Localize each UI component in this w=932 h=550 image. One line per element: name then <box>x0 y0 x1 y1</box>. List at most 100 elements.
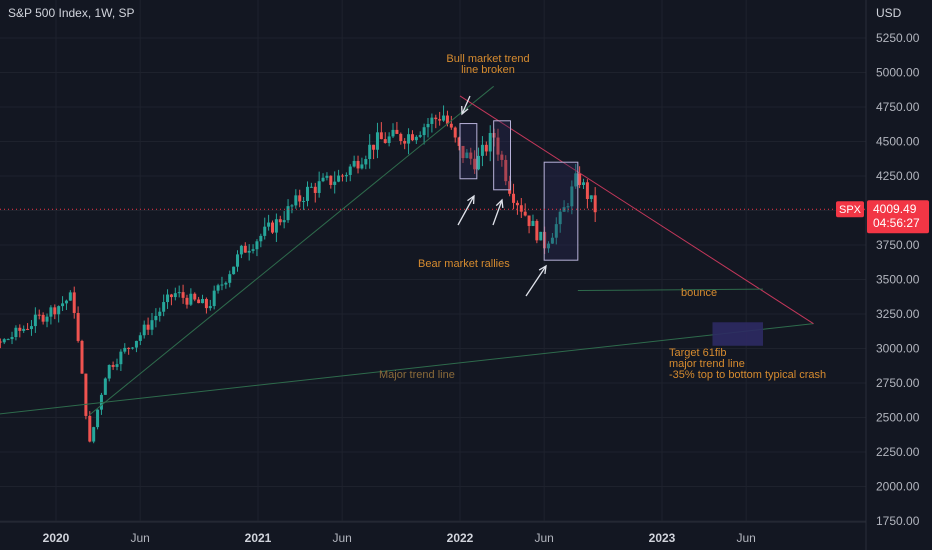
candle-body <box>570 186 574 207</box>
rally-box-1 <box>459 123 478 180</box>
candle-body <box>356 160 360 169</box>
candle-body <box>0 341 2 343</box>
candle-body <box>185 297 189 305</box>
candle-body <box>519 205 523 212</box>
x-tick-label: Jun <box>332 531 351 545</box>
chart-title: S&P 500 Index, 1W, SP <box>8 6 135 20</box>
arrow-rally-1 <box>457 195 475 226</box>
candle-body <box>574 173 578 187</box>
candle-body <box>10 337 14 340</box>
candle-body <box>508 181 512 194</box>
candle-body <box>302 200 306 202</box>
candle-body <box>434 117 438 120</box>
y-tick-label: 2250.00 <box>876 445 920 459</box>
candle-body <box>387 136 391 143</box>
candle-body <box>138 335 142 341</box>
candle-body <box>403 140 407 144</box>
candle-body <box>515 202 519 206</box>
major-trend-line <box>0 323 814 415</box>
arrow-rally-2-head <box>495 198 504 209</box>
candle-body <box>317 181 321 193</box>
candle-body <box>216 285 220 291</box>
candle-body <box>263 226 267 236</box>
candle-body <box>76 312 80 341</box>
candle-body <box>550 237 554 244</box>
currency-label: USD <box>876 6 902 20</box>
candle-body <box>410 134 414 141</box>
candle-body <box>465 152 469 159</box>
candle-body <box>181 292 185 298</box>
candle-body <box>527 215 531 226</box>
candle-body <box>477 155 481 170</box>
candle-body <box>352 160 356 167</box>
drawing-overlays <box>0 85 814 416</box>
candle-body <box>585 182 589 199</box>
candle-body <box>45 316 49 322</box>
candle-body <box>142 324 146 336</box>
candles <box>0 105 597 444</box>
candle-body <box>134 340 138 348</box>
candle-body <box>445 115 449 124</box>
arrow-trend-break <box>461 95 471 115</box>
candle-body <box>2 339 6 343</box>
bounce-level <box>577 288 764 292</box>
candle-body <box>111 364 115 367</box>
candle-body <box>119 351 123 365</box>
candle-body <box>430 117 434 124</box>
y-tick-label: 2500.00 <box>876 411 920 425</box>
candle-body <box>449 123 453 128</box>
candle-body <box>422 127 426 136</box>
candle-body <box>496 137 500 155</box>
candle-body <box>469 152 473 159</box>
target-label: -35% top to bottom typical crash <box>669 369 826 381</box>
candle-body <box>255 241 259 250</box>
candle-body <box>259 235 263 242</box>
target-label: Target 61fib <box>669 347 726 359</box>
rally-box-3 <box>543 161 579 261</box>
candle-body <box>271 222 275 233</box>
candle-body <box>6 339 10 341</box>
candle-body <box>193 293 197 300</box>
candle-body <box>282 220 286 223</box>
candle-body <box>558 211 562 225</box>
candle-body <box>547 243 551 249</box>
candle-body <box>298 195 302 202</box>
x-tick-label: 2020 <box>43 531 70 545</box>
candle-body <box>236 254 240 267</box>
y-tick-label: 4250.00 <box>876 169 920 183</box>
candle-body <box>321 177 325 182</box>
bear-trend-line <box>459 95 814 325</box>
candle-body <box>360 164 364 169</box>
symbol-tag-label: SPX <box>839 204 862 216</box>
candle-body <box>61 303 65 307</box>
last-price-value: 4009.49 <box>873 202 917 216</box>
y-tick-label: 3500.00 <box>876 273 920 287</box>
candle-body <box>72 292 76 313</box>
candle-body <box>325 175 329 178</box>
candle-body <box>64 300 68 304</box>
candle-body <box>453 127 457 138</box>
grid <box>0 0 867 550</box>
candle-body <box>473 158 477 170</box>
candle-body <box>232 266 236 275</box>
y-tick-label: 3000.00 <box>876 342 920 356</box>
candle-body <box>267 222 271 227</box>
candle-body <box>146 324 150 330</box>
candle-body <box>88 415 92 442</box>
candle-body <box>166 294 170 303</box>
candle-body <box>201 299 205 304</box>
candle-body <box>589 195 593 199</box>
candle-body <box>364 159 368 165</box>
candle-body <box>418 135 422 137</box>
candle-body <box>438 119 442 121</box>
candle-body <box>395 129 399 134</box>
candle-body <box>484 144 488 152</box>
candle-body <box>348 166 352 175</box>
candle-body <box>96 409 100 428</box>
candle-body <box>407 134 411 144</box>
candle-body <box>84 373 88 416</box>
